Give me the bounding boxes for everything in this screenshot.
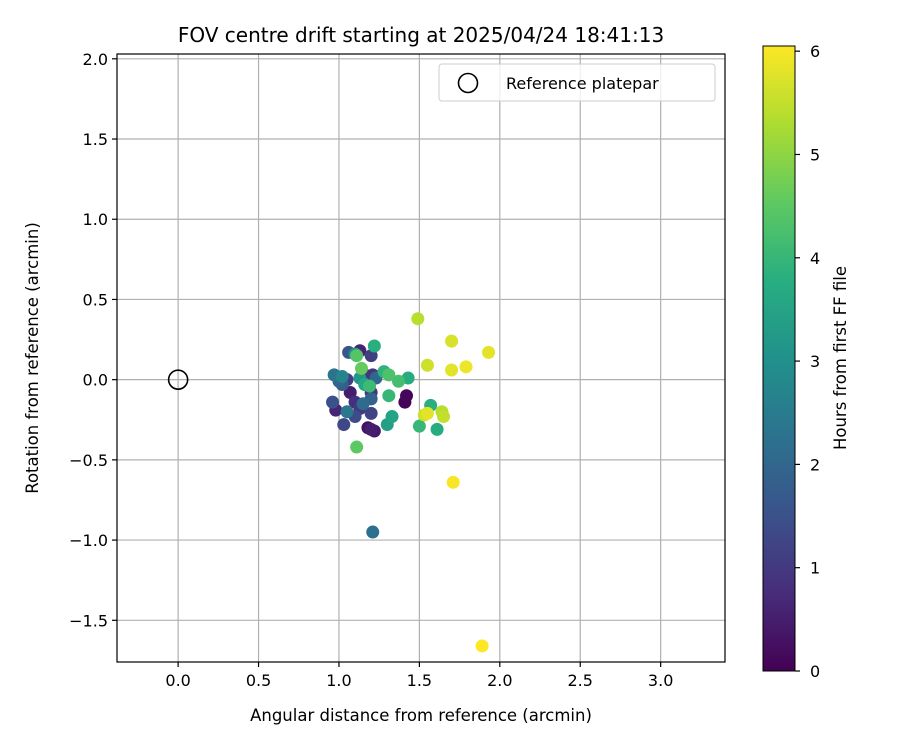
data-point <box>326 395 340 409</box>
data-point <box>411 312 425 326</box>
data-point <box>356 397 370 411</box>
data-point <box>437 410 451 424</box>
colorbar-tick-label: 1 <box>810 559 820 578</box>
x-tick-label: 0.5 <box>246 671 271 690</box>
x-tick-label: 1.0 <box>326 671 351 690</box>
data-point <box>354 361 368 375</box>
data-points <box>326 312 496 653</box>
data-point <box>337 418 351 432</box>
chart-title: FOV centre drift starting at 2025/04/24 … <box>178 23 664 47</box>
colorbar-gradient <box>762 45 796 672</box>
data-point <box>459 360 473 374</box>
data-point <box>367 339 381 353</box>
data-point <box>340 405 354 419</box>
colorbar-tick-label: 0 <box>810 662 820 681</box>
data-point <box>364 422 378 436</box>
data-point <box>350 440 364 454</box>
data-point <box>400 389 414 403</box>
data-point <box>350 349 364 363</box>
data-point <box>420 358 434 372</box>
data-point <box>445 363 459 377</box>
data-point <box>482 345 496 359</box>
y-axis-label: Rotation from reference (arcmin) <box>23 222 42 494</box>
x-tick-label: 2.5 <box>568 671 593 690</box>
data-point <box>430 422 444 436</box>
legend-box <box>438 63 716 102</box>
data-point <box>445 334 459 348</box>
plot-frame <box>116 53 726 663</box>
y-tick-label: −1.0 <box>69 531 108 550</box>
colorbar-tick-label: 4 <box>810 249 820 268</box>
data-point <box>446 475 460 489</box>
data-point <box>391 374 405 388</box>
y-axis-ticks: 2.0 1.5 1.0 0.5 0.0 −0.5 −1.0 −1.5 <box>69 50 117 630</box>
x-tick-label: 1.5 <box>407 671 432 690</box>
colorbar: 0 1 2 3 4 5 6 Hours from first FF file <box>762 42 850 681</box>
x-axis-ticks: 0.0 0.5 1.0 1.5 2.0 2.5 3.0 <box>165 662 673 690</box>
data-point <box>475 639 489 653</box>
data-point <box>335 369 349 383</box>
colorbar-ticks: 0 1 2 3 4 5 6 <box>795 42 820 681</box>
x-axis-label: Angular distance from reference (arcmin) <box>250 706 592 725</box>
legend-marker <box>457 72 479 94</box>
legend-entry: Reference platepar <box>506 74 659 93</box>
colorbar-label: Hours from first FF file <box>831 266 850 450</box>
y-tick-label: 0.0 <box>83 371 108 390</box>
x-tick-label: 3.0 <box>648 671 673 690</box>
data-point <box>366 525 380 539</box>
colorbar-tick-label: 2 <box>810 455 820 474</box>
y-tick-label: 1.5 <box>83 130 108 149</box>
legend: Reference platepar <box>438 63 716 102</box>
data-point <box>363 379 377 393</box>
data-point <box>412 419 426 433</box>
colorbar-tick-label: 5 <box>810 145 820 164</box>
colorbar-tick-label: 6 <box>810 42 820 61</box>
y-tick-label: 1.0 <box>83 210 108 229</box>
x-tick-label: 0.0 <box>165 671 190 690</box>
y-tick-label: 2.0 <box>83 50 108 69</box>
colorbar-tick-label: 3 <box>810 352 820 371</box>
grid <box>117 54 725 662</box>
data-point <box>382 389 396 403</box>
data-point <box>382 368 396 382</box>
reference-marker <box>167 369 189 390</box>
data-point <box>343 385 357 399</box>
y-tick-label: −1.5 <box>69 611 108 630</box>
y-tick-label: −0.5 <box>69 451 108 470</box>
y-tick-label: 0.5 <box>83 290 108 309</box>
x-tick-label: 2.0 <box>487 671 512 690</box>
data-point <box>385 410 399 424</box>
data-point <box>420 406 434 420</box>
data-point <box>364 406 378 420</box>
